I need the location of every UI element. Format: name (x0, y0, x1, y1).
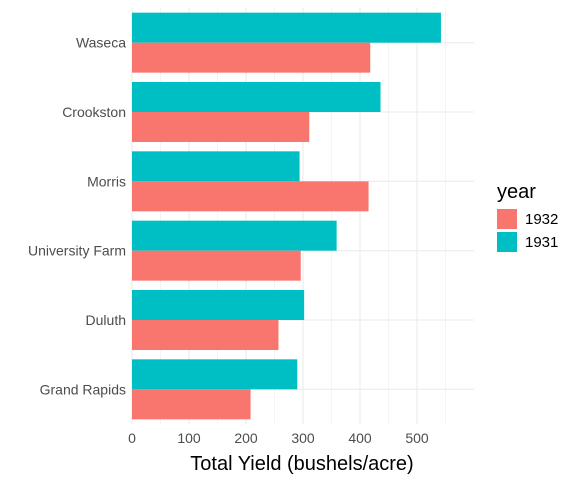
legend-swatch-1932 (497, 209, 517, 229)
x-tick-label: 100 (177, 430, 201, 446)
x-tick-label: 0 (128, 430, 136, 446)
x-axis-title: Total Yield (bushels/acre) (190, 453, 413, 475)
y-tick-label: Grand Rapids (40, 381, 126, 397)
x-tick-label: 500 (405, 430, 429, 446)
bar-1931-morris (132, 151, 300, 182)
bar-1932-grand-rapids (132, 389, 251, 420)
bar-1932-crookston (132, 112, 310, 142)
x-axis-tick-labels: 0 100 200 300 400 500 (128, 430, 429, 446)
y-tick-label: Crookston (62, 104, 126, 120)
legend: year 1932 1931 (497, 181, 558, 252)
x-tick-label: 200 (234, 430, 258, 446)
legend-items: 1932 1931 (497, 209, 558, 252)
y-tick-label: Waseca (76, 35, 126, 51)
bar-1932-waseca (132, 42, 371, 73)
legend-swatch-1931 (497, 232, 517, 252)
x-tick-label: 300 (291, 430, 315, 446)
legend-label-1931: 1931 (525, 234, 558, 251)
bar-1932-morris (132, 181, 369, 212)
bar-1931-grand-rapids (132, 359, 298, 390)
bar-1931-duluth (132, 290, 305, 320)
bar-1931-university-farm (132, 220, 337, 251)
legend-label-1932: 1932 (525, 211, 558, 228)
y-axis-tick-labels: Waseca Crookston Morris University Farm Dulu… (28, 35, 126, 398)
x-tick-label: 400 (348, 430, 372, 446)
legend-title: year (497, 181, 536, 203)
y-tick-label: University Farm (28, 243, 126, 259)
bar-1932-university-farm (132, 250, 301, 281)
bars (132, 12, 441, 420)
y-tick-label: Morris (87, 173, 126, 189)
bar-1932-duluth (132, 320, 279, 350)
bar-1931-crookston (132, 82, 381, 112)
bar-1931-waseca (132, 12, 441, 43)
y-tick-label: Duluth (86, 312, 126, 328)
